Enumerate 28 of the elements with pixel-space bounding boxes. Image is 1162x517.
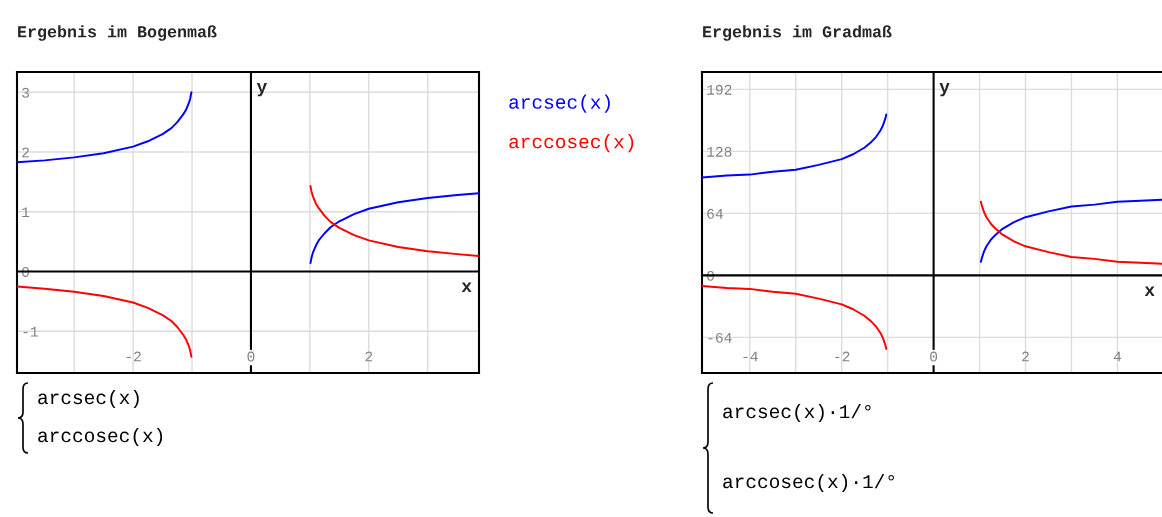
chart-title: Ergebnis im Bogenmaß: [18, 25, 217, 41]
text: arccosec(x): [38, 427, 163, 447]
text: arcsec(x): [38, 389, 139, 409]
y-tick-label: 1: [22, 207, 30, 218]
y-tick-label: 192: [707, 84, 732, 95]
y-axis-title: y: [256, 83, 267, 97]
text: arccosec(x): [509, 134, 634, 153]
y-tick-label: 128: [707, 146, 732, 157]
text: arccosec(x)·1/°: [723, 473, 894, 493]
x-tick-label: 2: [1022, 351, 1029, 362]
x-axis-title: x: [1144, 286, 1155, 296]
y-axis-title: y: [939, 83, 950, 97]
x-tick-label: 4: [1113, 351, 1122, 362]
chart-title: Ergebnis im Gradmaß: [703, 25, 892, 41]
x-axis-title: x: [461, 282, 472, 293]
x-tick-label: -4: [743, 351, 758, 362]
text: arcsec(x): [509, 94, 610, 113]
y-tick-label: -1: [23, 326, 38, 337]
x-tick-label: 0: [930, 351, 938, 362]
text: arcsec(x)·1/°: [723, 403, 871, 423]
x-tick-label: -2: [126, 351, 141, 362]
y-tick-label: -64: [708, 332, 732, 343]
x-tick-label: 2: [365, 351, 373, 362]
y-tick-label: 64: [707, 208, 723, 219]
y-tick-label: 3: [22, 87, 29, 98]
x-tick-label: -2: [835, 351, 850, 362]
x-tick-label: 0: [247, 351, 255, 362]
y-tick-label: 2: [22, 147, 29, 158]
